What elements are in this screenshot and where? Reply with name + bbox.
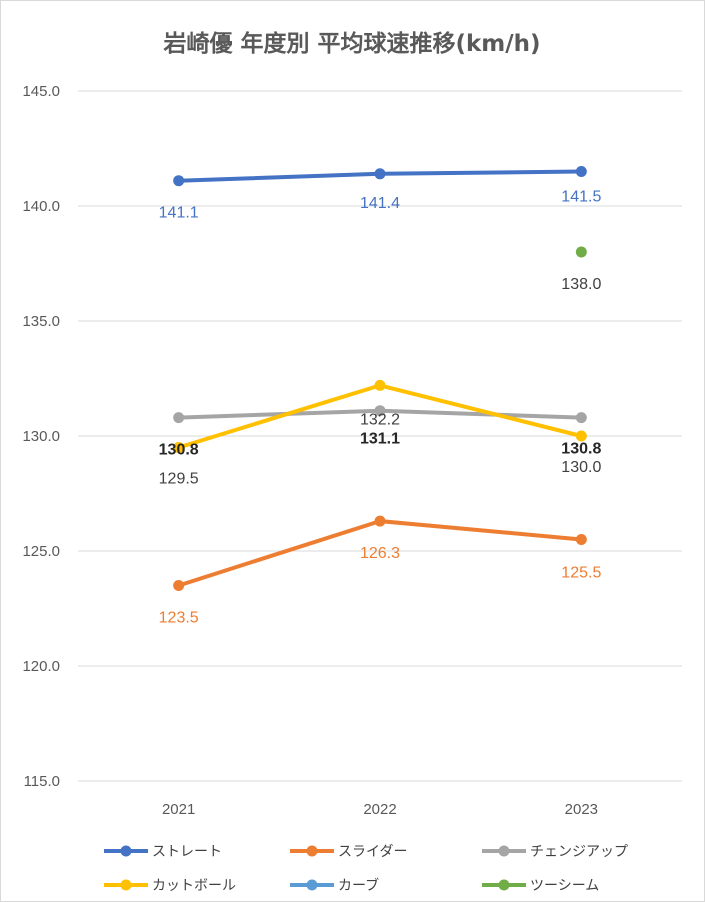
legend-item-5-label: カーブ (338, 877, 379, 894)
series-2-data-label: 123.5 (159, 610, 199, 627)
series-layer (173, 166, 587, 591)
series-4-data-label: 130.0 (561, 459, 601, 476)
legend-item-6-label: ツーシーム (530, 878, 599, 894)
legend-item-3: チェンジアップ (482, 844, 628, 860)
series-3-data-label: 131.1 (360, 431, 400, 448)
series-1-data-label: 141.1 (159, 205, 199, 222)
series-2-point (374, 515, 386, 527)
legend-item-2-label: スライダー (338, 844, 407, 860)
legend-item-5: カーブ (290, 877, 379, 894)
series-4-point (173, 442, 185, 453)
x-tick-label: 2021 (162, 801, 195, 818)
series-4-data-label: 129.5 (159, 471, 199, 488)
series-3-data-label: 130.8 (159, 442, 199, 459)
series-4-point (374, 379, 386, 391)
series-3-point (575, 412, 587, 424)
series-1-data-label: 141.4 (360, 195, 400, 212)
series-4-point (575, 430, 587, 442)
legend-item-3-label: チェンジアップ (530, 844, 628, 860)
legend-item-1-label: ストレート (152, 844, 222, 860)
y-tick-label: 145.0 (22, 83, 60, 100)
y-tick-label: 135.0 (22, 313, 60, 330)
legend-item-1: ストレート (104, 844, 222, 860)
legend-item-6: ツーシーム (482, 878, 599, 894)
series-2-data-label: 125.5 (561, 565, 601, 582)
y-tick-label: 120.0 (22, 658, 60, 675)
series-1-point (374, 168, 386, 180)
series-6-data-label: 138.0 (561, 276, 601, 293)
legend-item-6-swatch-marker (498, 879, 510, 891)
y-axis: 115.0 120.0 125.0 130.0 135.0 140.0 145.0 (22, 83, 60, 790)
y-tick-label: 115.0 (24, 773, 60, 790)
series-2-point (173, 580, 185, 591)
x-tick-label: 2023 (565, 801, 598, 818)
data-labels: 141.1 141.4 141.5 123.5 126.3 125.5 130.8 131.1… (159, 189, 602, 627)
legend-item-4-swatch-marker (120, 879, 132, 891)
series-3-data-label: 130.8 (561, 441, 601, 458)
series-3-point (173, 412, 185, 424)
series-2-point (575, 534, 587, 545)
x-tick-label: 2022 (363, 801, 396, 818)
legend-item-2-swatch-marker (306, 845, 318, 857)
legend-item-4: カットボール (104, 878, 236, 894)
grid (78, 90, 682, 782)
series-1-point (173, 175, 185, 187)
series-4-data-label: 132.2 (360, 411, 400, 428)
series-6-point (575, 246, 587, 258)
series-3-point (374, 405, 386, 417)
y-tick-label: 125.0 (22, 543, 60, 560)
legend-item-3-swatch-marker (498, 845, 510, 857)
y-tick-label: 130.0 (22, 428, 60, 445)
x-axis: 2021 2022 2023 (162, 801, 598, 818)
series-1-point (575, 166, 587, 177)
legend-item-2: スライダー (290, 844, 407, 860)
legend-item-5-swatch-marker (306, 879, 318, 891)
series-1-data-label: 141.5 (561, 189, 601, 206)
legend-item-4-label: カットボール (152, 878, 236, 894)
chart-title: 岩崎優 年度別 平均球速推移(km/h) (162, 30, 540, 57)
y-tick-label: 140.0 (22, 198, 60, 215)
legend-item-1-swatch-marker (120, 845, 132, 857)
series-2-data-label: 126.3 (360, 545, 400, 562)
